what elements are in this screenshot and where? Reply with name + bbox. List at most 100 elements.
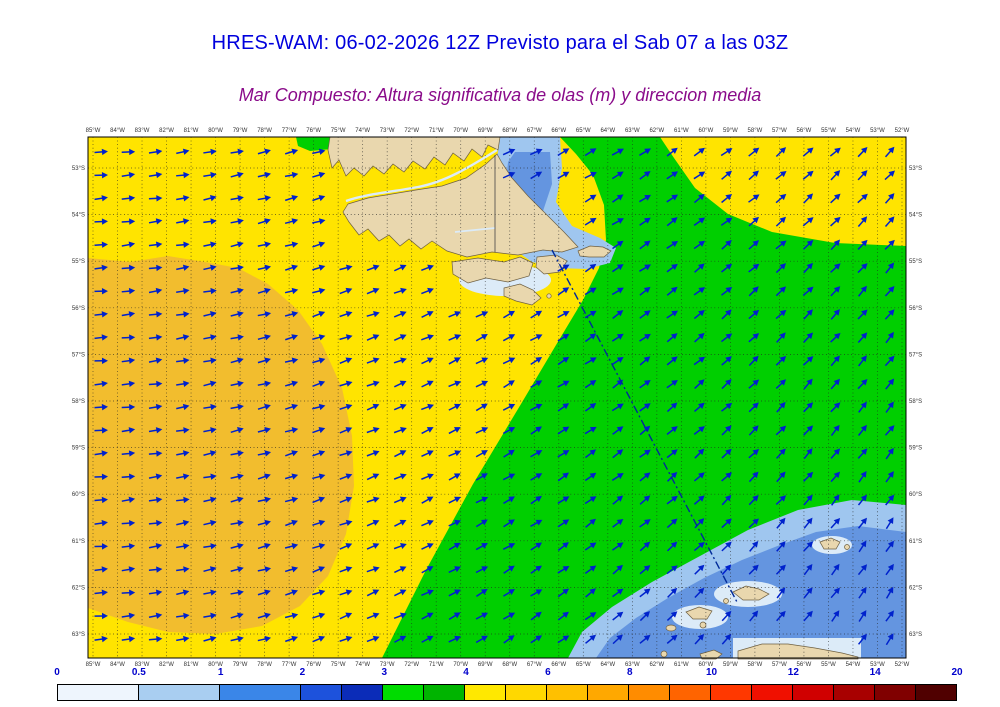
wave-arrow: [339, 427, 353, 434]
wave-arrow: [475, 357, 489, 365]
wave-arrow: [666, 471, 678, 482]
wave-arrow: [639, 541, 651, 552]
wave-arrow: [666, 495, 678, 505]
wave-arrow: [393, 543, 407, 550]
wave-arrow: [475, 380, 489, 388]
wave-arrow: [339, 311, 353, 318]
wave-arrow: [366, 357, 380, 364]
wave-arrow: [666, 171, 679, 180]
wave-arrow: [257, 287, 271, 294]
colorbar-label: 8: [626, 667, 633, 678]
wave-arrow: [176, 195, 190, 202]
wave-arrow: [802, 356, 814, 366]
lon-label-bottom: 66°W: [551, 662, 566, 668]
land-antarctic-peninsula: [737, 643, 859, 660]
wave-arrow: [339, 566, 353, 573]
wave-arrow: [421, 566, 434, 574]
lon-label-top: 53°W: [870, 128, 885, 134]
wave-arrow: [393, 427, 407, 434]
wave-arrow: [885, 401, 894, 413]
page-subtitle: Mar Compuesto: Altura significativa de o…: [238, 85, 762, 105]
wave-arrow: [639, 425, 651, 436]
lon-label-bottom: 76°W: [306, 662, 321, 668]
wave-arrow: [203, 450, 217, 457]
colorbar-segment: [793, 685, 834, 700]
wave-arrow: [830, 587, 841, 599]
wave-arrow: [857, 633, 867, 645]
wave-arrow: [693, 287, 706, 296]
wave-arrow: [312, 334, 326, 341]
wave-arrow: [749, 541, 759, 552]
wave-arrow: [176, 427, 190, 434]
colorbar-segment: [506, 685, 547, 700]
colorbar-segment: [58, 685, 139, 700]
land-isla-de-los-estados: [577, 245, 612, 258]
wave-arrow: [257, 427, 271, 434]
wave-arrow: [884, 309, 895, 320]
wave-arrow: [475, 543, 488, 551]
wave-arrow: [584, 357, 597, 365]
wave-arrow: [421, 589, 434, 596]
wave-arrow: [230, 334, 244, 341]
lon-label-top: 84°W: [110, 128, 125, 134]
wave-arrow: [557, 450, 570, 458]
wave-arrow: [475, 588, 488, 598]
wave-arrow: [284, 403, 299, 410]
wave-arrow: [748, 449, 760, 459]
wave-arrow: [858, 587, 867, 599]
lon-label-top: 57°W: [772, 128, 787, 134]
wave-arrow: [694, 263, 705, 273]
wave-arrow: [885, 331, 894, 344]
wave-arrow: [748, 240, 760, 250]
wave-arrow: [885, 586, 894, 599]
wave-arrow: [748, 471, 759, 483]
wave-arrow: [230, 195, 244, 202]
wave-arrow: [148, 403, 163, 411]
wave-arrow: [775, 286, 787, 297]
lat-label-left: 54°S: [72, 213, 85, 219]
wave-arrow: [475, 473, 488, 481]
wave-arrow: [148, 427, 163, 434]
wave-arrow: [884, 286, 895, 297]
wave-arrow: [639, 472, 651, 482]
wave-arrow: [530, 473, 543, 481]
lon-label-bottom: 63°W: [625, 662, 640, 668]
wave-arrow: [557, 171, 570, 180]
wave-arrow: [830, 239, 841, 251]
wave-arrow: [448, 311, 462, 318]
lon-label-top: 63°W: [625, 128, 640, 134]
lon-label-bottom: 59°W: [723, 662, 738, 668]
wave-arrow: [693, 240, 706, 250]
wave-arrow: [148, 566, 163, 573]
wave-arrow: [203, 496, 217, 503]
wave-arrow: [857, 146, 868, 158]
wave-arrow: [203, 566, 217, 573]
wave-arrow: [557, 148, 570, 156]
lon-label-top: 83°W: [135, 128, 150, 134]
wave-arrow: [639, 379, 651, 389]
wave-arrow: [339, 635, 353, 642]
land-islet-nelson: [723, 598, 729, 604]
lon-label-top: 79°W: [233, 128, 248, 134]
wave-arrow: [121, 380, 136, 388]
lat-label-right: 63°S: [909, 632, 922, 638]
wave-arrow: [530, 611, 542, 621]
wave-arrow: [203, 171, 217, 179]
wave-arrow: [693, 541, 705, 552]
wave-arrow: [639, 611, 650, 622]
wave-arrow: [148, 195, 163, 202]
colorbar-label: 2: [299, 667, 306, 678]
wave-arrow: [257, 241, 272, 248]
wave-arrow: [639, 356, 651, 366]
wave-arrow: [721, 286, 733, 296]
wave-arrow: [884, 355, 895, 367]
wave-arrow: [121, 311, 136, 318]
wave-arrow: [831, 610, 840, 622]
wave-arrow: [121, 218, 136, 225]
lat-label-left: 58°S: [72, 399, 85, 405]
wave-arrow: [257, 473, 271, 480]
lat-label-left: 63°S: [72, 632, 85, 638]
wave-arrow: [857, 263, 868, 274]
wave-arrow: [802, 239, 814, 250]
wave-arrow: [312, 566, 326, 573]
